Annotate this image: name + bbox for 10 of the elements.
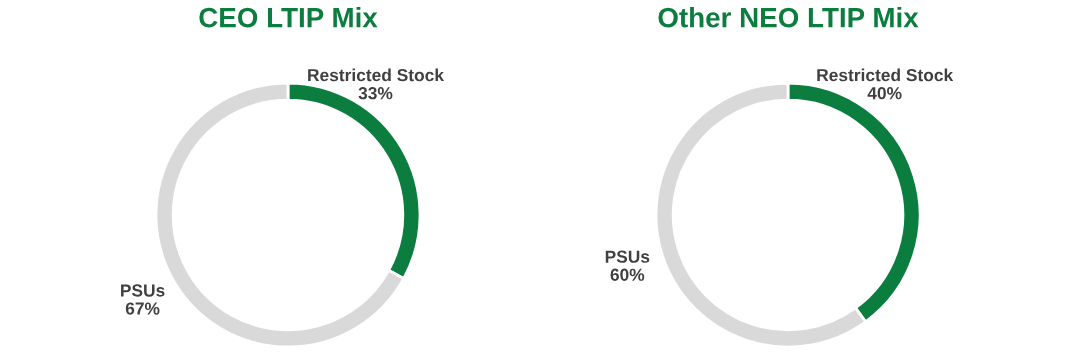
slice-label: PSUs	[605, 250, 650, 263]
slice-label: PSUs	[121, 284, 165, 297]
slice-label: Restricted Stock	[817, 68, 954, 82]
chart-title: Other NEO LTIP Mix	[658, 7, 919, 28]
data-label: 67%	[125, 302, 160, 315]
data-label: 60%	[610, 268, 645, 281]
chart-title: CEO LTIP Mix	[199, 7, 378, 28]
slice-label: Restricted Stock	[308, 68, 445, 82]
data-label: 33%	[358, 87, 393, 100]
data-label: 40%	[867, 87, 902, 100]
